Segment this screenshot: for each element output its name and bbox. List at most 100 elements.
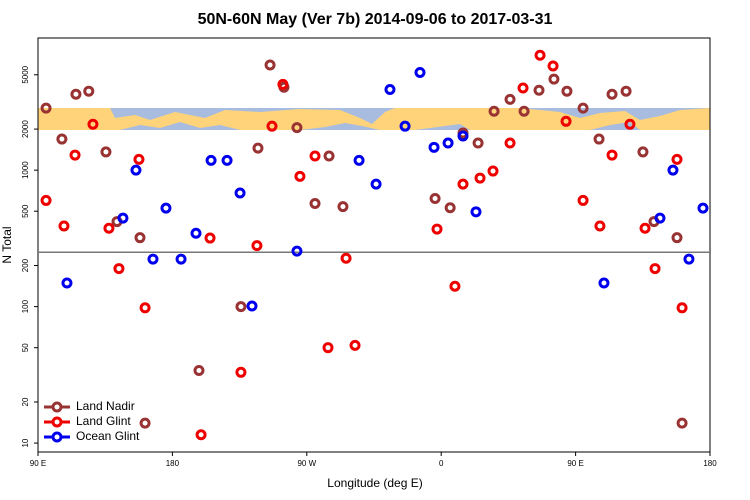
data-point (518, 105, 530, 117)
data-point (472, 137, 484, 149)
data-point (294, 170, 306, 182)
data-point (517, 82, 529, 94)
legend-marker (51, 416, 63, 428)
data-point (130, 164, 142, 176)
data-point (671, 153, 683, 165)
data-point (428, 141, 440, 153)
data-point (548, 73, 560, 85)
data-point (323, 150, 335, 162)
data-point (61, 277, 73, 289)
data-point (266, 120, 278, 132)
data-point (639, 222, 651, 234)
data-point (620, 85, 632, 97)
data-point (83, 85, 95, 97)
data-point (593, 133, 605, 145)
y-tick-label: 500 (21, 204, 30, 218)
legend-label: Land Glint (76, 414, 131, 428)
legend-marker (51, 431, 63, 443)
data-point (533, 84, 545, 96)
data-point (160, 202, 172, 214)
data-point (442, 137, 454, 149)
data-point (414, 66, 426, 78)
data-point (667, 164, 679, 176)
data-point (598, 277, 610, 289)
data-point (429, 192, 441, 204)
x-tick-label: 180 (703, 459, 717, 468)
data-point (56, 133, 68, 145)
data-point (606, 149, 618, 161)
data-point (340, 252, 352, 264)
y-tick-label: 200 (21, 258, 30, 272)
data-point (577, 102, 589, 114)
data-point (624, 118, 636, 130)
data-point (264, 59, 276, 71)
data-point (487, 165, 499, 177)
y-tick-label: 5000 (21, 65, 30, 83)
data-point (671, 232, 683, 244)
data-point (457, 130, 469, 142)
data-point (649, 263, 661, 275)
data-point (40, 102, 52, 114)
data-point (474, 172, 486, 184)
world-map-strip (38, 108, 710, 130)
data-point (322, 342, 334, 354)
data-point (133, 153, 145, 165)
data-point (246, 300, 258, 312)
x-tick-label: 180 (166, 459, 180, 468)
data-point (235, 301, 247, 313)
data-point (40, 194, 52, 206)
data-point (70, 88, 82, 100)
x-axis-label: Longitude (deg E) (327, 476, 422, 490)
data-point (139, 417, 151, 429)
data-point (457, 178, 469, 190)
data-point (577, 194, 589, 206)
data-point (560, 115, 572, 127)
data-point (606, 88, 618, 100)
legend-label: Land Nadir (76, 399, 135, 413)
data-point (205, 154, 217, 166)
y-tick-label: 20 (21, 397, 30, 406)
data-point (337, 201, 349, 213)
data-point (190, 227, 202, 239)
data-point (100, 146, 112, 158)
data-point (204, 232, 216, 244)
data-point (654, 212, 666, 224)
data-point (235, 366, 247, 378)
data-point (58, 220, 70, 232)
data-point (431, 223, 443, 235)
data-point (547, 60, 559, 72)
y-tick-label: 1000 (21, 161, 30, 179)
data-point (234, 187, 246, 199)
data-point (193, 365, 205, 377)
data-point (370, 178, 382, 190)
data-point (134, 232, 146, 244)
data-point (534, 49, 546, 61)
x-tick-label: 90 W (297, 459, 316, 468)
data-point (175, 253, 187, 265)
data-point (697, 202, 709, 214)
legend-label: Ocean Glint (76, 429, 140, 443)
data-point (113, 263, 125, 275)
data-point (252, 142, 264, 154)
map-land (38, 108, 710, 130)
data-point (683, 253, 695, 265)
y-tick-label: 10 (21, 438, 30, 447)
data-point (309, 197, 321, 209)
data-point (384, 84, 396, 96)
data-point (637, 146, 649, 158)
data-point (251, 240, 263, 252)
data-point (147, 253, 159, 265)
data-point (470, 206, 482, 218)
data-point (504, 137, 516, 149)
data-point (309, 150, 321, 162)
y-tick-label: 50 (21, 343, 30, 352)
data-point (139, 302, 151, 314)
data-point (195, 429, 207, 441)
data-point (349, 339, 361, 351)
data-point (353, 154, 365, 166)
chart-title: 50N-60N May (Ver 7b) 2014-09-06 to 2017-… (198, 11, 553, 28)
data-point (87, 118, 99, 130)
